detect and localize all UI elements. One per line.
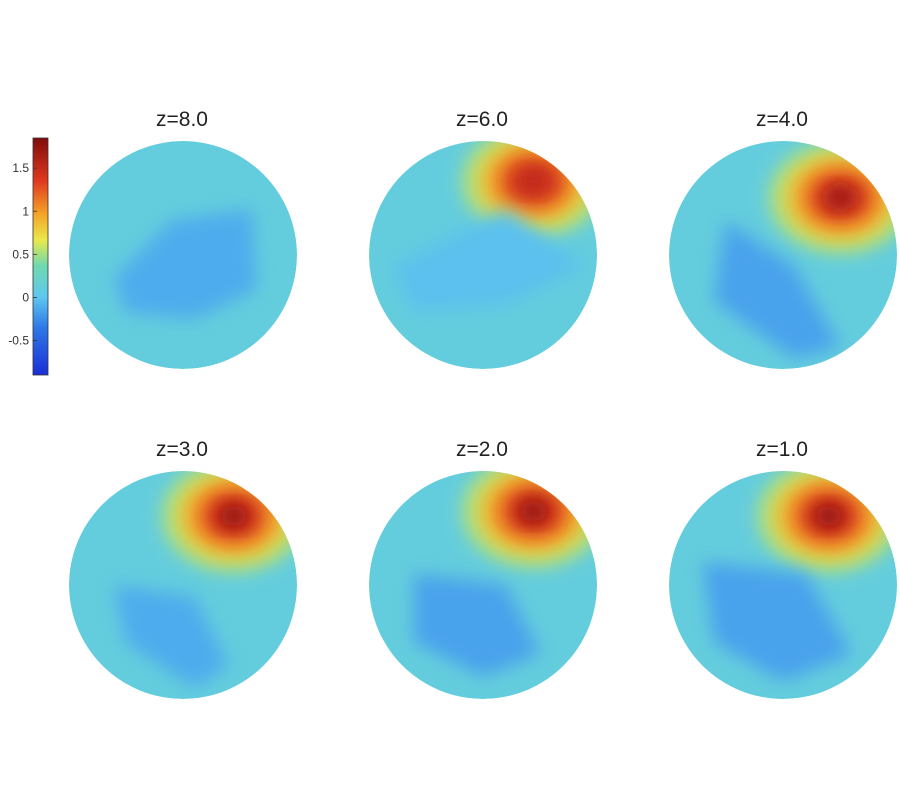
colorbar-tick-label: 1.5 xyxy=(12,161,29,175)
heatmap-disc-2 xyxy=(369,141,597,369)
colorbar-tick-label: 0 xyxy=(22,290,29,304)
colorbar-ticks: 1.5 1 0.5 0 -0.5 xyxy=(8,161,37,348)
low-value-region xyxy=(414,573,541,677)
panel-title-4: z=3.0 xyxy=(156,438,208,461)
high-value-blob xyxy=(815,505,843,527)
low-value-region xyxy=(702,562,852,682)
low-value-region xyxy=(714,220,841,359)
low-value-region xyxy=(114,585,229,689)
panel-title-5: z=2.0 xyxy=(456,438,508,461)
colorbar-tick-label: 1 xyxy=(22,204,29,218)
colorbar-gradient xyxy=(32,137,49,376)
panel-title-1: z=8.0 xyxy=(156,108,208,131)
heatmap-disc-4 xyxy=(69,471,297,699)
low-value-region xyxy=(114,209,257,320)
high-value-blob xyxy=(519,500,548,523)
high-value-blob xyxy=(826,186,855,209)
colorbar-tick-label: -0.5 xyxy=(8,334,29,348)
heatmap-disc-1 xyxy=(69,141,297,369)
heatmap-disc-6 xyxy=(669,471,897,699)
heatmap-disc-3 xyxy=(669,141,897,369)
low-value-region xyxy=(391,209,587,313)
panel-title-2: z=6.0 xyxy=(456,108,508,131)
high-value-blob xyxy=(219,505,248,527)
panel-title-3: z=4.0 xyxy=(756,108,808,131)
heatmap-disc-5 xyxy=(369,471,597,699)
high-value-blob xyxy=(519,170,548,193)
colorbar-tick-label: 0.5 xyxy=(12,247,29,261)
panel-title-6: z=1.0 xyxy=(756,438,808,461)
